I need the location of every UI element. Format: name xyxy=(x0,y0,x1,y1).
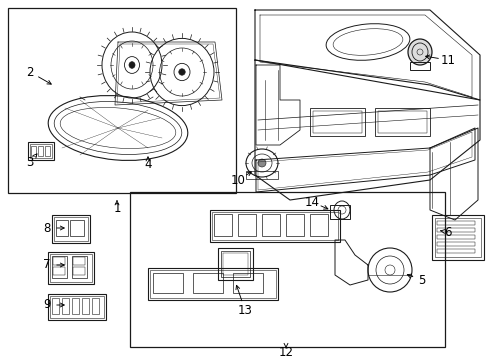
Bar xyxy=(130,192,444,347)
Text: 5: 5 xyxy=(417,274,425,287)
Bar xyxy=(48,252,94,284)
Bar xyxy=(28,142,54,160)
Bar xyxy=(82,298,89,314)
Bar xyxy=(193,273,223,293)
Bar xyxy=(52,256,67,278)
Text: 6: 6 xyxy=(443,225,451,238)
Bar xyxy=(409,62,429,70)
Text: 10: 10 xyxy=(230,174,245,186)
Bar xyxy=(50,254,92,282)
Bar xyxy=(212,212,337,240)
Bar xyxy=(50,296,104,318)
Bar xyxy=(72,298,79,314)
Bar xyxy=(54,217,88,241)
Bar xyxy=(374,108,429,136)
Text: 8: 8 xyxy=(43,221,51,234)
Bar xyxy=(8,8,236,193)
Bar xyxy=(232,273,263,293)
Bar xyxy=(431,215,483,260)
Ellipse shape xyxy=(179,69,185,75)
Bar xyxy=(73,267,85,275)
Bar xyxy=(329,205,349,219)
Bar xyxy=(150,270,275,298)
Bar xyxy=(436,235,474,239)
Bar xyxy=(377,111,426,133)
Text: 2: 2 xyxy=(26,66,34,78)
Text: 7: 7 xyxy=(43,258,51,271)
Bar xyxy=(31,146,36,156)
Bar xyxy=(309,108,364,136)
Bar xyxy=(223,253,247,275)
Bar xyxy=(238,214,256,236)
Bar xyxy=(209,210,339,242)
Bar xyxy=(285,214,304,236)
Bar xyxy=(436,228,474,232)
Ellipse shape xyxy=(258,159,265,167)
Bar xyxy=(218,248,252,280)
Bar xyxy=(214,214,231,236)
Bar xyxy=(434,218,480,257)
Bar xyxy=(245,171,278,179)
Bar xyxy=(221,251,249,277)
Bar xyxy=(53,267,65,275)
Bar xyxy=(92,298,99,314)
Bar xyxy=(436,249,474,253)
Ellipse shape xyxy=(407,39,431,65)
Bar xyxy=(52,215,90,243)
Text: 12: 12 xyxy=(278,346,293,359)
Bar xyxy=(38,146,43,156)
Text: 3: 3 xyxy=(26,156,34,168)
Bar xyxy=(436,242,474,246)
Text: 13: 13 xyxy=(237,303,252,316)
Bar xyxy=(52,298,59,314)
Text: 14: 14 xyxy=(304,195,319,208)
Bar xyxy=(148,268,278,300)
Ellipse shape xyxy=(129,62,135,68)
Bar xyxy=(48,294,106,320)
Bar xyxy=(309,214,327,236)
Bar xyxy=(72,256,87,278)
Text: 11: 11 xyxy=(440,54,454,67)
Bar xyxy=(53,257,65,265)
Bar xyxy=(62,298,69,314)
Bar xyxy=(56,220,68,236)
Text: 4: 4 xyxy=(144,158,151,171)
Bar xyxy=(262,214,280,236)
Text: 1: 1 xyxy=(113,202,121,215)
Bar xyxy=(70,220,84,236)
Bar xyxy=(436,221,474,225)
Bar xyxy=(73,257,85,265)
Text: 9: 9 xyxy=(43,298,51,311)
Bar xyxy=(312,111,361,133)
Bar xyxy=(30,144,52,158)
Bar xyxy=(153,273,183,293)
Bar xyxy=(45,146,50,156)
